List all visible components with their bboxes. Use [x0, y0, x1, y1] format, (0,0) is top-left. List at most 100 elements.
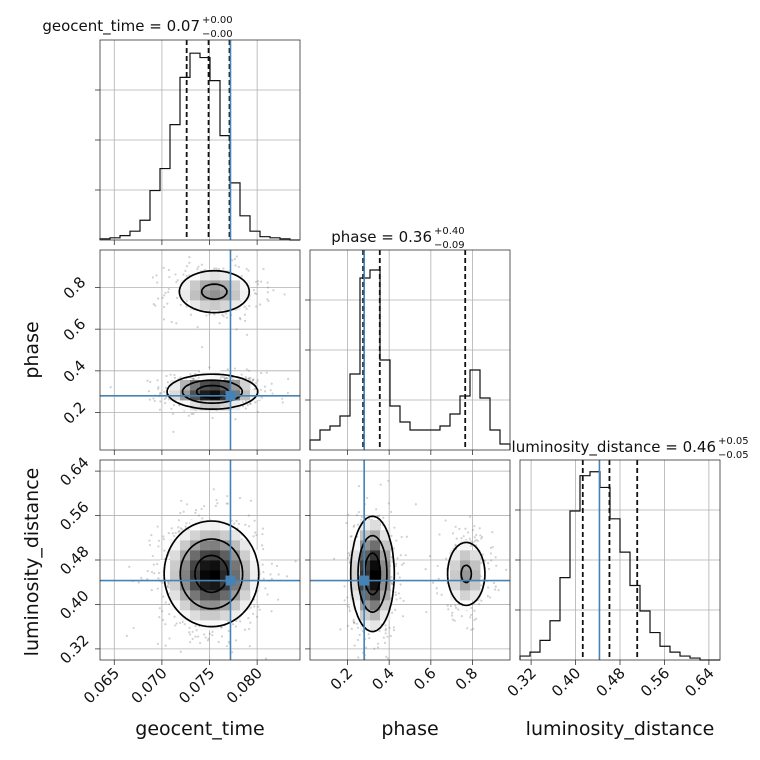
sample-point-125: [357, 485, 361, 488]
density-cell-14-11: [240, 540, 251, 551]
sample-point-382: [234, 418, 237, 421]
sample-point-710: [466, 627, 469, 630]
sample-point-836: [450, 614, 454, 617]
density-cell-11-7: [210, 370, 221, 381]
sample-point-787: [267, 299, 270, 303]
sample-point-665: [483, 559, 487, 562]
sample-point-343: [294, 560, 297, 563]
density-cell-9-7: [190, 580, 201, 591]
sample-point-811: [161, 296, 164, 300]
sample-point-450: [201, 517, 204, 520]
sample-point-443: [256, 410, 259, 413]
density-cell-7-11: [380, 540, 391, 551]
sample-point-191: [179, 527, 182, 530]
sample-point-652: [239, 318, 242, 321]
sample-point-671: [237, 265, 240, 269]
sample-point-648: [184, 269, 187, 273]
sample-point-662: [424, 568, 427, 571]
density-cell-16-10: [470, 550, 481, 561]
sample-point-389: [343, 585, 346, 588]
sample-point-630: [285, 575, 289, 578]
sample-point-523: [169, 373, 172, 376]
density-cell-12-17: [220, 270, 231, 281]
sample-point-788: [235, 255, 238, 258]
density-cell-7-7: [170, 580, 181, 591]
sample-point-355: [378, 629, 381, 633]
sample-point-824: [185, 265, 189, 268]
sample-point-876: [468, 515, 472, 518]
title-luminosity-distance-sub: −0.05: [718, 450, 749, 461]
sample-point-814: [469, 616, 472, 619]
sample-point-310: [364, 646, 368, 649]
sample-point-694: [473, 540, 476, 543]
sample-point-647: [225, 502, 228, 505]
sample-point-417: [173, 534, 176, 538]
sample-point-236: [353, 622, 356, 625]
sample-point-792: [251, 612, 255, 615]
sample-point-760: [191, 630, 194, 633]
sample-point-509: [177, 526, 180, 529]
density-cell-11-11: [210, 540, 221, 551]
density-cell-10-6: [200, 590, 211, 601]
sample-point-362: [227, 640, 230, 643]
sample-point-519: [394, 565, 397, 568]
sample-point-156: [194, 511, 197, 515]
sample-point-221: [233, 367, 237, 370]
sample-point-76: [346, 556, 350, 560]
sample-point-753: [162, 318, 166, 321]
sample-point-824: [153, 572, 156, 575]
density-cell-9-9: [190, 560, 201, 571]
sample-point-235: [392, 626, 395, 629]
density-cell-7-8: [380, 570, 391, 581]
sample-point-831: [451, 532, 455, 535]
sample-point-670: [454, 606, 458, 609]
density-cell-12-4: [220, 610, 231, 621]
density-cell-5-10: [360, 550, 371, 561]
density-cell-14-16: [240, 280, 251, 291]
sample-point-672: [166, 302, 169, 305]
density-layer: [125, 488, 297, 660]
density-cell-11-14: [210, 300, 221, 311]
sample-point-632: [171, 532, 174, 535]
title-geocent-time-sub: −0.00: [202, 29, 233, 40]
hist-grid-y: [100, 89, 300, 191]
sample-point-691: [179, 650, 182, 653]
sample-point-7: [355, 622, 359, 625]
density-cell-8-8: [180, 570, 191, 581]
y-tick-label-luminosity-distance-3: 0.56: [56, 498, 92, 534]
sample-point-240: [148, 398, 151, 401]
sample-point-492: [387, 479, 390, 482]
title-phase-text: phase = 0.36: [331, 228, 432, 246]
sample-point-97: [109, 386, 112, 389]
title-geocent-time: geocent_time = 0.07 +0.00 −0.00: [42, 15, 232, 40]
sample-point-231: [226, 368, 229, 371]
sample-point-4: [388, 626, 391, 630]
sample-point-643: [156, 281, 159, 284]
sample-point-781: [233, 257, 236, 261]
sample-point-802: [266, 291, 269, 294]
sample-point-862: [156, 562, 159, 566]
sample-point-273: [156, 642, 159, 645]
density-cell-14-9: [240, 560, 251, 571]
sample-point-669: [245, 267, 248, 271]
density-cell-7-8: [170, 570, 181, 581]
sample-point-454: [179, 376, 182, 379]
sample-point-763: [478, 527, 481, 530]
sample-point-607: [200, 507, 203, 511]
sample-point-392: [223, 378, 226, 381]
sample-point-139: [395, 539, 398, 542]
density-cell-5-13: [360, 520, 371, 531]
sample-point-296: [217, 640, 220, 644]
density-cell-8-12: [180, 530, 191, 541]
density-cell-7-9: [170, 560, 181, 571]
density-cell-11-13: [210, 520, 221, 531]
density-cell-14-6: [240, 380, 251, 391]
sample-point-859: [185, 522, 188, 525]
sample-point-619: [399, 554, 402, 557]
density-cell-16-6: [470, 590, 481, 601]
sample-point-253: [168, 613, 171, 616]
sample-point-804: [446, 604, 449, 607]
sample-point-402: [189, 641, 192, 644]
sample-point-311: [206, 639, 210, 642]
sample-point-855: [174, 273, 177, 276]
